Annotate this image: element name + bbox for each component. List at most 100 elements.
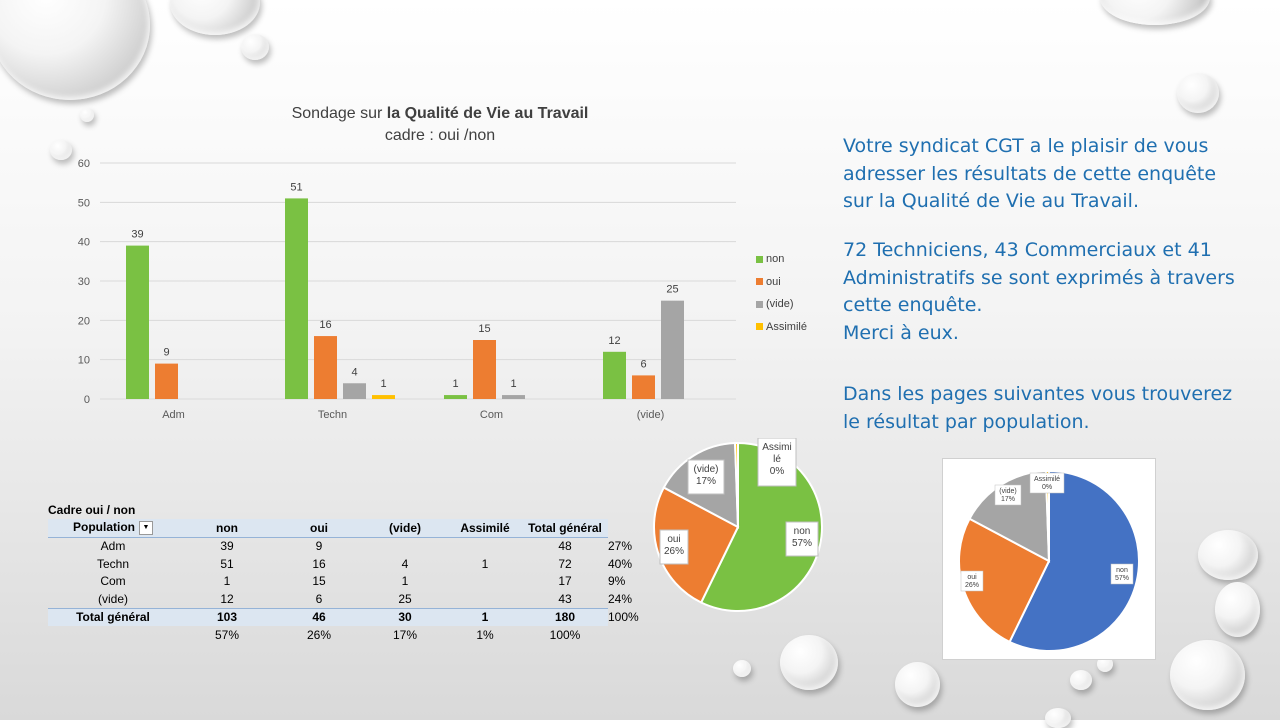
table-header-row: Population ▼ non oui (vide) Assimilé Tota… [48,519,643,538]
bar-non-techn [285,198,308,399]
water-drop [170,0,260,35]
svg-text:Assimi: Assimi [762,442,791,453]
bar-non-vide [603,351,626,399]
data-label: 12 [608,335,620,347]
water-drop [1198,530,1258,580]
svg-text:non: non [794,526,811,537]
header-oui: oui [276,519,362,538]
data-label: 4 [351,366,357,378]
legend-item-assimile: Assimilé [756,316,807,339]
water-drop [780,635,838,690]
y-tick-label: 40 [78,237,90,249]
svg-text:non: non [1116,567,1128,574]
svg-text:0%: 0% [1042,484,1052,491]
y-tick-label: 20 [78,315,90,327]
data-label: 51 [290,181,302,193]
svg-text:(vide): (vide) [999,488,1017,495]
data-label: 6 [640,358,646,370]
svg-text:lé: lé [773,454,781,465]
pie-slice-assimil [734,441,739,528]
bar-oui-vide [632,375,655,399]
svg-text:(vide): (vide) [693,464,718,475]
data-label: 16 [319,319,331,331]
table-row: Techn 51 16 4 1 72 40% [96,556,633,571]
water-drop [80,108,94,122]
x-tick-label: Techn [318,409,347,421]
y-tick-label: 60 [78,158,90,170]
bar-chart: 0 10 20 30 40 50 60 39 9 Adm 51 16 4 1 Techn 1 15 1 Com 12 6… [78,158,736,421]
y-tick-label: 30 [78,276,90,288]
pie-chart-box: non 57% oui 26% (vide) 17% Assimilé 0% [942,458,1156,660]
water-drop [1100,0,1210,25]
header-pct [608,519,643,537]
svg-text:oui: oui [667,534,680,545]
svg-text:oui: oui [967,574,977,581]
svg-text:Assimilé: Assimilé [1034,476,1060,483]
bar-oui-techn [314,336,337,399]
header-assimile: Assimilé [448,519,522,538]
legend-item-non: non [756,248,807,271]
svg-text:0%: 0% [770,466,785,477]
table-title: Cadre oui / non [48,503,136,517]
bar-oui-com [473,340,496,399]
pie-slice-assimil [1044,469,1050,562]
bar-non-com [444,395,467,399]
water-drop [1097,656,1113,672]
x-tick-label: (vide) [637,409,665,421]
data-label: 1 [380,378,386,390]
table-percent-row: 57% 26% 17% 1% 100% [214,627,581,642]
pie2-label-vide: (vide)17% [994,484,1022,506]
y-tick-label: 50 [78,197,90,209]
table-total-row: Total général 103 46 30 1 180 100% [48,607,643,626]
data-label: 9 [163,347,169,359]
water-drop [241,34,269,60]
water-drop [1215,582,1260,637]
svg-text:17%: 17% [696,476,716,487]
svg-text:26%: 26% [664,546,684,557]
intro-paragraph: Votre syndicat CGT a le plaisir de vous a… [843,135,1217,212]
water-drop [1170,640,1245,710]
y-tick-label: 0 [84,394,90,406]
bar-non-adm [126,245,149,399]
water-drop [733,660,751,677]
svg-text:17%: 17% [1001,496,1015,503]
water-drop [0,0,150,100]
filter-dropdown-icon[interactable]: ▼ [139,521,153,536]
header-non: non [178,519,276,538]
y-tick-label: 10 [78,355,90,367]
data-label: 1 [510,378,516,390]
bar-oui-adm [155,363,178,399]
svg-text:57%: 57% [1115,575,1129,582]
chart-title: Sondage sur la Qualité de Vie au Travail… [270,103,610,147]
table-row: (vide) 12 6 25 43 24% [97,591,633,606]
chart-subtitle: cadre : oui /non [384,127,496,144]
pie-label-vide: (vide)17% [687,459,725,495]
water-drop [1045,708,1071,728]
data-label: 25 [666,284,678,296]
next-pages-paragraph: Dans les pages suivantes vous trouverez l… [843,383,1233,433]
water-drop [1177,73,1219,113]
svg-text:57%: 57% [792,538,812,549]
pie-slice-non [1008,469,1140,652]
water-drop [1070,670,1092,690]
data-label: 15 [478,323,490,335]
x-tick-label: Com [480,409,503,421]
participants-paragraph: 72 Techniciens, 43 Commerciaux et 41 Admi… [843,239,1235,344]
chart-legend: non oui (vide) Assimilé [756,248,807,338]
data-label: 39 [131,229,143,241]
svg-text:26%: 26% [965,582,979,589]
x-tick-label: Adm [162,409,185,421]
header-population: Population [73,520,135,535]
bar-assimil-techn [372,395,395,399]
data-label: 1 [452,378,458,390]
pivot-table: Population ▼ non oui (vide) Assimilé Tota… [48,519,643,644]
bar-vide-com [502,395,525,399]
pie-slice-vide [968,470,1051,563]
